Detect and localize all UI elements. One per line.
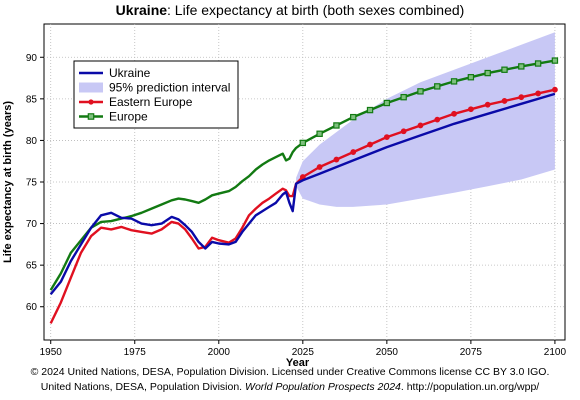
x-tick-label: 1950 [40,347,63,358]
data-point [350,149,357,155]
data-point [518,63,525,70]
legend-label: Europe [109,110,148,124]
credit-line-2: United Nations, DESA, Population Divisio… [0,381,580,393]
data-point [383,99,391,107]
data-point [400,128,407,135]
legend-label: Eastern Europe [109,95,193,109]
x-tick-label: 1975 [124,347,147,358]
data-point [484,69,491,77]
series-eastern-europe [49,86,558,324]
y-tick-label: 65 [26,261,38,272]
x-tick-label: 2000 [208,347,231,358]
chart-title-country: Ukraine [115,2,168,18]
data-point [434,116,441,123]
y-tick-label: 70 [26,219,38,230]
data-point [551,57,559,64]
series-europe [49,57,559,291]
data-point [366,106,374,114]
y-tick-label: 85 [26,94,38,105]
data-point [518,94,525,101]
x-tick-label: 2050 [376,347,399,358]
legend-item: Europe [79,110,148,124]
y-tick-label: 80 [26,136,38,147]
data-point [333,122,340,129]
data-point [501,66,508,73]
credit-line-1: © 2024 United Nations, DESA, Population … [30,366,550,378]
legend-item: Ukraine [79,66,151,80]
data-point [484,101,491,108]
legend-item: 95% prediction interval [79,81,230,95]
series-line [49,88,556,324]
series-line [49,59,556,291]
data-point [400,93,407,101]
x-axis-label: Year [286,357,310,369]
chart-title: Ukraine: Life expectancy at birth (both … [0,2,580,18]
series-lines [49,57,559,324]
chart-title-rest: : Life expectancy at birth (both sexes c… [167,2,465,18]
y-tick-label: 75 [26,178,38,189]
legend-item: Eastern Europe [79,95,193,109]
y-tick-label: 90 [26,53,38,64]
data-point [316,130,323,137]
axes: 1950 1975 2000 2025 2050 2075 2100 60 65 70 75 80 85… [26,53,567,358]
legend-marker [88,99,94,105]
legend-label: Ukraine [109,66,151,80]
credit-line-2-c: . http://population.un.org/wpp/ [400,381,540,393]
x-tick-label: 2075 [460,347,483,358]
data-point [299,139,307,147]
y-axis-label: Life expectancy at birth (years) [2,101,14,263]
data-point [535,90,542,97]
legend-swatch [79,82,103,93]
data-point [552,86,558,93]
series-ukraine [49,92,556,296]
data-point [383,134,390,140]
legend-marker [87,113,95,120]
data-point [534,60,542,67]
data-point [316,164,323,170]
data-point [467,74,475,81]
data-point [451,110,457,117]
data-point [350,113,357,121]
data-point [333,156,340,163]
x-tick-label: 2025 [292,347,315,358]
data-point [367,141,373,148]
credit-line-2-a: United Nations, DESA, Population Divisio… [40,381,246,393]
data-point [467,106,474,113]
series-line [49,92,556,296]
data-point [501,98,508,104]
credit-line-2-b: World Population Prospects 2024 [245,381,401,393]
data-point [417,122,424,129]
x-tick-label: 2100 [544,347,567,358]
data-point [434,83,441,90]
data-point [450,78,458,85]
legend-label: 95% prediction interval [109,81,230,95]
data-point [417,88,424,95]
y-tick-label: 60 [26,302,38,313]
